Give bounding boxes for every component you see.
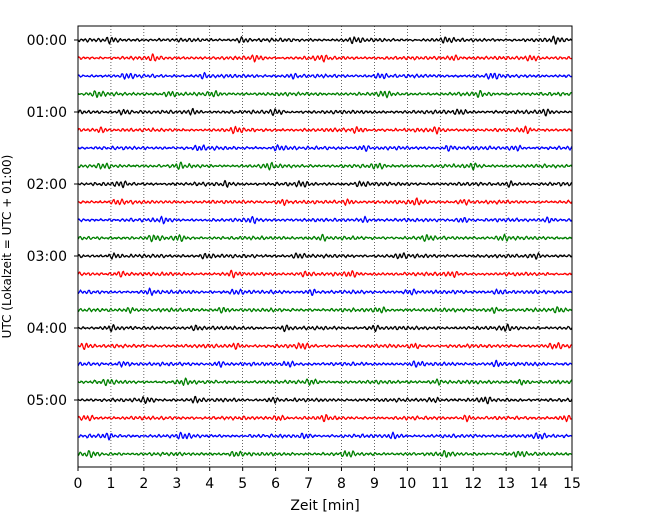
trace-0000 (77, 35, 573, 45)
y-tick-label: 01:00 (27, 105, 67, 121)
trace-0215 (77, 197, 573, 207)
trace-0130 (77, 144, 573, 152)
trace-0315 (77, 269, 573, 279)
vertical-grid (77, 26, 573, 467)
y-axis-label: UTC (Lokalzeit = UTC + 01:00) (0, 155, 14, 339)
x-tick-label: 6 (271, 476, 280, 492)
trace-0145 (77, 161, 573, 171)
y-tick-label: 03:00 (27, 249, 67, 265)
x-tick-label: 1 (106, 476, 115, 492)
x-tick-label: 5 (238, 476, 247, 492)
x-tick-label: 2 (139, 476, 148, 492)
x-tick-label: 12 (464, 476, 482, 492)
x-axis-label: Zeit [min] (290, 498, 359, 514)
y-tick-label: 00:00 (27, 33, 67, 49)
trace-0045 (77, 89, 573, 99)
x-tick-label: 4 (205, 476, 214, 492)
trace-0530 (77, 431, 573, 441)
x-tick-label: 10 (398, 476, 416, 492)
x-tick-label: 8 (337, 476, 346, 492)
x-tick-label: 13 (497, 476, 515, 492)
trace-0030 (77, 71, 573, 80)
trace-0015 (77, 53, 573, 63)
x-tick-label: 14 (530, 476, 548, 492)
trace-0100 (77, 107, 573, 117)
trace-0245 (77, 233, 573, 243)
trace-0545 (77, 449, 573, 458)
trace-0430 (77, 359, 573, 368)
trace-0400 (77, 323, 573, 333)
y-tick-label: 05:00 (27, 393, 67, 409)
trace-0200 (77, 179, 573, 189)
trace-0345 (77, 306, 573, 314)
trace-0230 (77, 215, 573, 225)
trace-0500 (77, 395, 573, 405)
traces-group (77, 35, 573, 458)
trace-0330 (77, 287, 573, 297)
x-tick-label: 0 (74, 476, 83, 492)
trace-0415 (77, 342, 573, 350)
trace-0115 (77, 125, 573, 135)
y-tick-label: 02:00 (27, 177, 67, 193)
plot-frame (77, 25, 573, 468)
trace-0445 (77, 377, 573, 387)
x-tick-label: 15 (563, 476, 581, 492)
y-tick-label: 04:00 (27, 321, 67, 337)
x-tick-label: 3 (172, 476, 181, 492)
x-tick-label: 9 (370, 476, 379, 492)
y-axis-ticks: 00:00 01:00 02:00 03:00 04:00 05:00 (27, 33, 78, 409)
trace-0300 (77, 252, 573, 260)
trace-0515 (77, 414, 573, 423)
x-axis-ticks: 0 1 2 3 4 5 6 7 8 9 10 11 12 13 14 15 (74, 467, 581, 492)
x-tick-label: 7 (304, 476, 313, 492)
x-tick-label: 11 (431, 476, 449, 492)
